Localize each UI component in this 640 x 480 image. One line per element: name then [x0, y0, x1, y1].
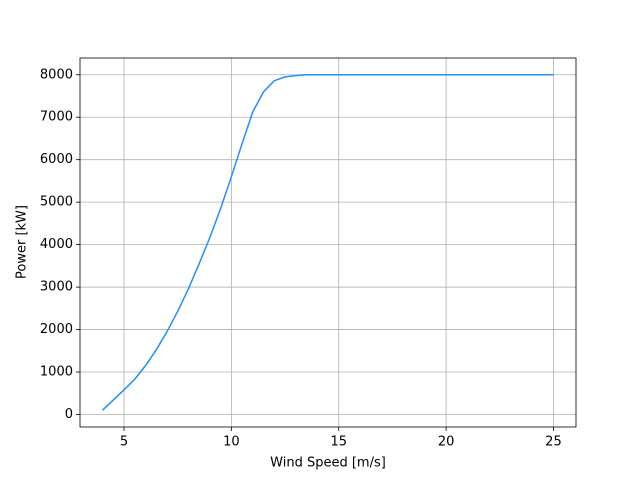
y-tick-label: 1000	[40, 365, 73, 380]
x-tick-label: 5	[120, 435, 128, 450]
x-axis-label: Wind Speed [m/s]	[270, 456, 386, 471]
y-tick-label: 2000	[40, 322, 73, 337]
plot-frame	[79, 57, 577, 428]
x-tick-label: 10	[223, 435, 240, 450]
y-tick-label: 4000	[40, 237, 73, 252]
y-tick-label: 8000	[40, 67, 73, 82]
y-tick-label: 0	[65, 407, 73, 422]
y-tick-label: 3000	[40, 280, 73, 295]
x-tick-label: 20	[438, 435, 455, 450]
y-tick-label: 7000	[40, 110, 73, 125]
x-tick-label: 25	[545, 435, 562, 450]
y-tick-label: 6000	[40, 152, 73, 167]
line-series	[102, 74, 554, 411]
y-tick-label: 5000	[40, 195, 73, 210]
x-tick-label: 15	[330, 435, 347, 450]
y-axis-label: Power [kW]	[15, 205, 30, 279]
